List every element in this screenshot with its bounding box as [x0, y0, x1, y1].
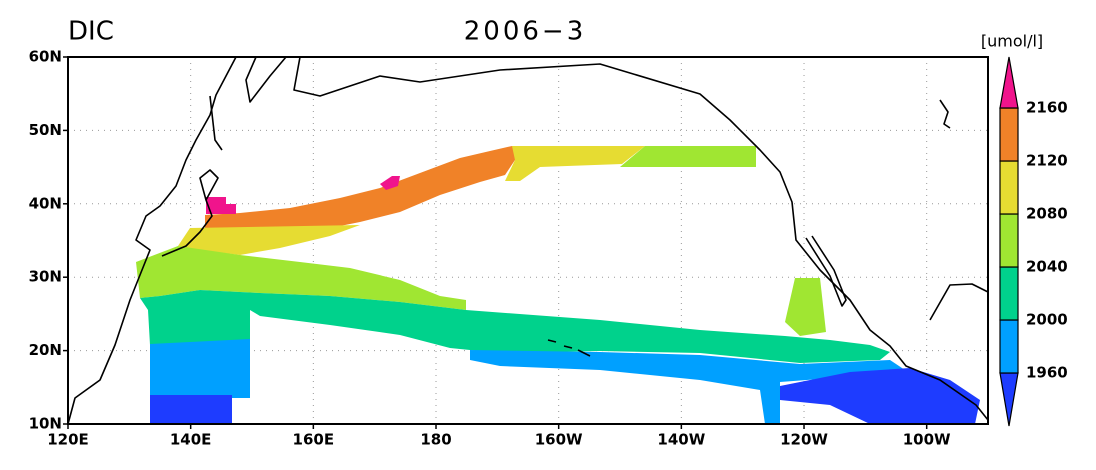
colorbar-label: 2080 [1026, 205, 1068, 223]
lat-label: 30N [29, 268, 62, 286]
colorbar-box [999, 107, 1019, 162]
lon-label: 180 [420, 431, 451, 449]
variable-title: DIC [68, 17, 114, 47]
date-title: 2006−3 [464, 17, 587, 47]
coastlines [67, 56, 989, 425]
colorbar-box [999, 213, 1019, 268]
colorbar-box [999, 319, 1019, 374]
lat-label: 60N [29, 48, 62, 66]
lon-label: 160W [535, 431, 583, 449]
contour-region [205, 146, 520, 232]
lat-label: 10N [29, 415, 62, 433]
colorbar-box [999, 160, 1019, 215]
dic-field [136, 146, 980, 424]
lon-label: 120E [47, 431, 89, 449]
colorbar [999, 56, 1019, 427]
colorbar-label: 2160 [1026, 99, 1068, 117]
contour-region [780, 368, 980, 424]
lat-label: 20N [29, 341, 62, 359]
contour-region [136, 246, 466, 310]
contour-region [380, 176, 400, 190]
contour-region [470, 350, 905, 424]
lon-label: 160E [293, 431, 335, 449]
contour-region [505, 146, 645, 181]
contour-region [178, 225, 360, 255]
colorbar-label: 2000 [1026, 311, 1068, 329]
units-label: [umol/l] [981, 32, 1043, 51]
lon-label: 100W [903, 431, 951, 449]
contour-region [150, 395, 232, 424]
colorbar-low [999, 372, 1019, 427]
colorbar-high [999, 56, 1019, 109]
contour-region [206, 197, 236, 214]
colorbar-label: 2040 [1026, 258, 1068, 276]
contour-region [140, 290, 890, 363]
colorbar-label: 2120 [1026, 152, 1068, 170]
colorbar-box [999, 266, 1019, 321]
lon-label: 140W [657, 431, 705, 449]
lon-label: 140E [170, 431, 212, 449]
lat-label: 50N [29, 121, 62, 139]
map-frame [67, 56, 989, 425]
colorbar-label: 1960 [1026, 364, 1068, 382]
lat-label: 40N [29, 194, 62, 212]
contour-region [620, 146, 756, 167]
contour-region [150, 339, 250, 398]
lon-label: 120W [780, 431, 828, 449]
contour-region [785, 278, 826, 336]
